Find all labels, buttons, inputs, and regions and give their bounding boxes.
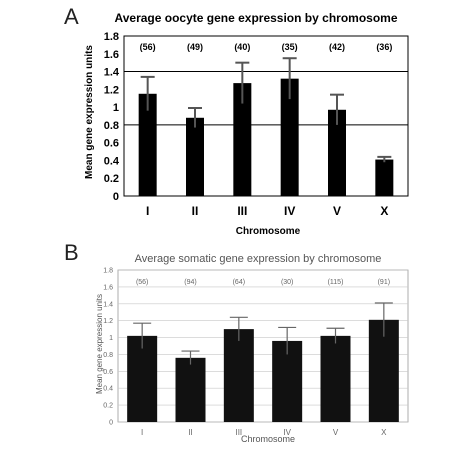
y-tick-label: 1.2	[103, 318, 113, 325]
sample-count-label: (36)	[376, 42, 392, 52]
y-tick-label: 0.2	[104, 173, 119, 185]
y-tick-label: 1.8	[103, 268, 113, 275]
sample-count-label: (35)	[282, 42, 298, 52]
x-tick-label: IV	[284, 204, 295, 218]
x-tick-label: IV	[283, 428, 291, 437]
x-tick-label: III	[237, 204, 247, 218]
bar	[375, 159, 394, 196]
sample-count-label: (115)	[328, 279, 344, 286]
chart-a-xlabel: Chromosome	[236, 226, 301, 237]
x-tick-label: II	[188, 428, 192, 437]
x-tick-label: I	[141, 428, 143, 437]
y-tick-label: 1.4	[104, 67, 120, 79]
sample-count-label: (49)	[187, 42, 203, 52]
chart-b-ylabel: Mean gene expression units	[95, 294, 104, 394]
bar	[328, 109, 346, 196]
x-tick-label: II	[192, 204, 199, 218]
sample-count-label: (30)	[281, 279, 293, 286]
chart-a-title: Average oocyte gene expression by chromo…	[115, 11, 398, 25]
chart-b-title: Average somatic gene expression by chrom…	[135, 253, 382, 265]
y-tick-label: 1.6	[103, 284, 113, 291]
bar	[280, 78, 299, 196]
sample-count-label: (64)	[233, 279, 245, 286]
y-tick-label: 1.2	[104, 84, 119, 96]
bar	[233, 83, 252, 196]
y-tick-label: 1	[109, 335, 113, 342]
y-tick-label: 0.6	[104, 138, 119, 150]
bar	[186, 117, 204, 196]
plot-frame	[117, 269, 409, 423]
y-tick-label: 0.4	[104, 155, 120, 167]
sample-count-label: (56)	[136, 279, 148, 286]
chart-b-xlabel: Chromosome	[241, 434, 295, 444]
bar	[175, 357, 206, 422]
bar	[138, 93, 157, 196]
bar	[223, 329, 254, 422]
sample-count-label: (42)	[329, 42, 345, 52]
plot-frame	[123, 35, 409, 197]
y-tick-label: 1.8	[104, 31, 119, 43]
y-tick-label: 0.8	[104, 120, 119, 132]
x-tick-label: X	[381, 428, 387, 437]
bar	[127, 335, 158, 422]
y-tick-label: 1	[113, 102, 119, 114]
panel-letter-a: A	[64, 4, 79, 29]
sample-count-label: (91)	[378, 279, 390, 286]
bar	[320, 335, 351, 422]
sample-count-label: (56)	[140, 42, 156, 52]
chart-a: 0 0.2 0.4 0.6 0.8 1 1.2 1.4 1.6 1.8 I (56) II (49) III…	[104, 31, 409, 218]
chart-b: 0 0.2 0.4 0.6 0.8 1 1.2 1.4 1.6 1.8 I (56) II (94) III…	[103, 268, 409, 437]
panel-letter-b: B	[64, 240, 79, 265]
y-tick-label: 0.4	[103, 386, 113, 393]
y-tick-label: 0.8	[103, 352, 113, 359]
sample-count-label: (94)	[184, 279, 196, 286]
y-tick-label: 0.2	[103, 403, 113, 410]
y-tick-label: 1.6	[104, 49, 119, 61]
x-tick-label: V	[333, 428, 339, 437]
x-tick-label: I	[146, 204, 149, 218]
chart-a-ylabel: Mean gene expression units	[84, 45, 95, 179]
x-tick-label: III	[235, 428, 242, 437]
y-tick-label: 1.4	[103, 301, 113, 308]
y-tick-label: 0	[109, 420, 113, 427]
x-tick-label: V	[333, 204, 341, 218]
bar	[368, 319, 399, 422]
x-tick-label: X	[380, 204, 388, 218]
y-tick-label: 0	[113, 191, 119, 203]
y-tick-label: 0.6	[103, 369, 113, 376]
sample-count-label: (40)	[234, 42, 250, 52]
